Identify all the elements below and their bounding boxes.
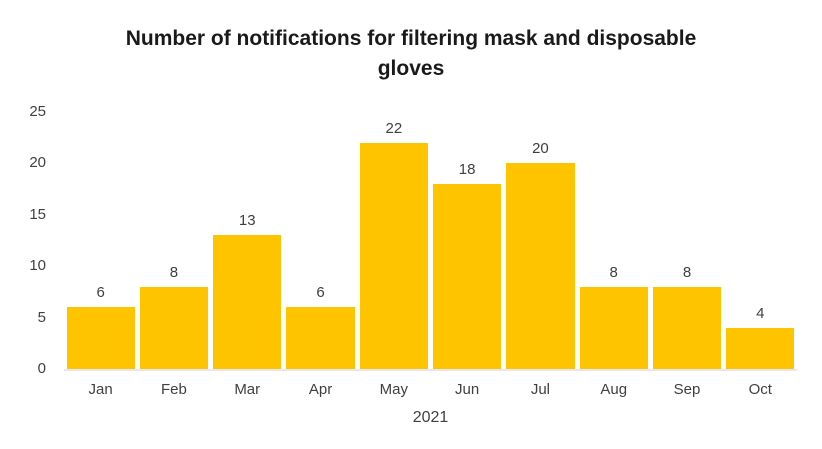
x-tick-label-may: May [379,381,408,398]
chart-title: Number of notifications for filtering ma… [125,27,697,81]
x-axis: Jan Feb Mar Apr May Jun Jul Aug Sep Oct [64,381,797,398]
x-tick-label-jun: Jun [455,381,480,398]
bar-apr [286,307,355,369]
bar-value-label: 8 [609,263,618,281]
x-tick-label-jul: Jul [530,381,551,398]
bar-value-label: 6 [96,284,105,302]
bar-slot-jul: 20 [504,112,577,369]
y-tick-label: 0 [37,360,46,377]
bar-value-label: 6 [316,284,325,302]
x-tick-label-sep: Sep [673,381,701,398]
x-axis-title: 2021 [412,409,449,426]
bar-sep [652,286,722,369]
bar-slot-oct: 4 [724,112,797,369]
bar-jul [506,163,575,369]
bar-value-label: 8 [169,263,179,281]
x-tick-label-mar: Mar [234,381,261,398]
x-tick-label-oct: Oct [748,381,772,398]
x-tick-label-aug: Aug [600,381,628,398]
bar-feb [139,286,209,369]
bar-value-label: 18 [458,160,476,178]
bar-may [359,142,428,369]
bar-slot-jun: 18 [430,112,503,369]
x-tick-label-apr: Apr [308,381,333,398]
bar-value-label: 4 [756,304,765,322]
x-tick-label-feb: Feb [161,381,187,398]
bar-value-label: 22 [385,119,403,137]
y-tick-label: 10 [29,257,46,275]
y-tick-label: 15 [29,205,46,223]
bar-value-label: 8 [682,263,692,281]
bar-aug [579,286,648,369]
y-axis: 0 5 10 15 20 25 [0,103,48,377]
bar-jan [66,307,135,369]
bar-slot-apr: 6 [284,112,357,369]
plot-area: 6 8 13 6 22 18 20 8 8 4 [64,112,797,371]
bar-slot-jan: 6 [64,112,137,369]
bar-slot-mar: 13 [211,112,284,369]
y-tick-label: 20 [29,154,46,172]
bar-slot-may: 22 [357,112,430,369]
bar-slot-sep: 8 [650,112,723,369]
bar-value-label: 13 [238,212,256,230]
bar-slot-feb: 8 [137,112,210,369]
y-tick-label: 25 [29,103,46,120]
bar-jun [433,183,502,369]
x-tick-label-jan: Jan [88,381,113,398]
bar-slot-aug: 8 [577,112,650,369]
bar-mar [213,235,282,369]
y-tick-label: 5 [37,308,46,326]
bar-value-label: 20 [532,140,549,158]
bar-oct [726,327,795,369]
